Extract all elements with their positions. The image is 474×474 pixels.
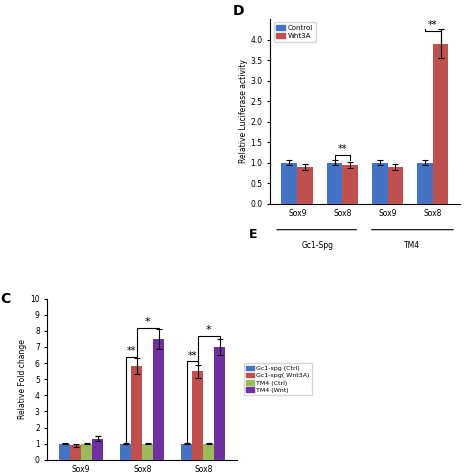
Text: B: B xyxy=(2,269,12,282)
Legend: Gc1-spg (Ctrl), Gc1-spg( Wnt3A), TM4 (Ctrl), TM4 (Wnt): Gc1-spg (Ctrl), Gc1-spg( Wnt3A), TM4 (Ct… xyxy=(244,363,312,395)
Bar xyxy=(92,439,103,460)
Bar xyxy=(388,167,403,204)
Bar xyxy=(342,165,358,204)
Bar xyxy=(433,44,448,204)
Text: D: D xyxy=(232,4,244,18)
Bar xyxy=(282,163,297,204)
Bar xyxy=(142,444,153,460)
Text: *: * xyxy=(206,325,212,335)
Text: *: * xyxy=(145,317,151,327)
Legend: Control, Wnt3A: Control, Wnt3A xyxy=(273,22,316,42)
Text: **: ** xyxy=(127,346,136,356)
Bar xyxy=(153,339,164,460)
Text: **: ** xyxy=(337,144,347,154)
Bar xyxy=(372,163,388,204)
Bar xyxy=(120,444,131,460)
Bar xyxy=(192,371,203,460)
Bar xyxy=(203,444,214,460)
Text: C: C xyxy=(0,292,10,306)
Bar xyxy=(417,163,433,204)
Y-axis label: Relative Luciferase activity: Relative Luciferase activity xyxy=(238,59,247,164)
Bar xyxy=(70,445,81,460)
Text: **: ** xyxy=(188,351,197,361)
Text: TM4: TM4 xyxy=(404,241,420,250)
Text: **: ** xyxy=(428,19,438,30)
Bar xyxy=(131,366,142,460)
Text: E: E xyxy=(249,228,257,240)
Text: Gc1-Spg: Gc1-Spg xyxy=(301,241,334,250)
Bar xyxy=(327,163,342,204)
Text: A: A xyxy=(2,3,12,16)
Y-axis label: Relative Fold change: Relative Fold change xyxy=(18,339,27,419)
Bar xyxy=(182,444,192,460)
Bar xyxy=(297,167,313,204)
Bar xyxy=(81,444,92,460)
Bar xyxy=(59,444,70,460)
Bar xyxy=(214,347,225,460)
